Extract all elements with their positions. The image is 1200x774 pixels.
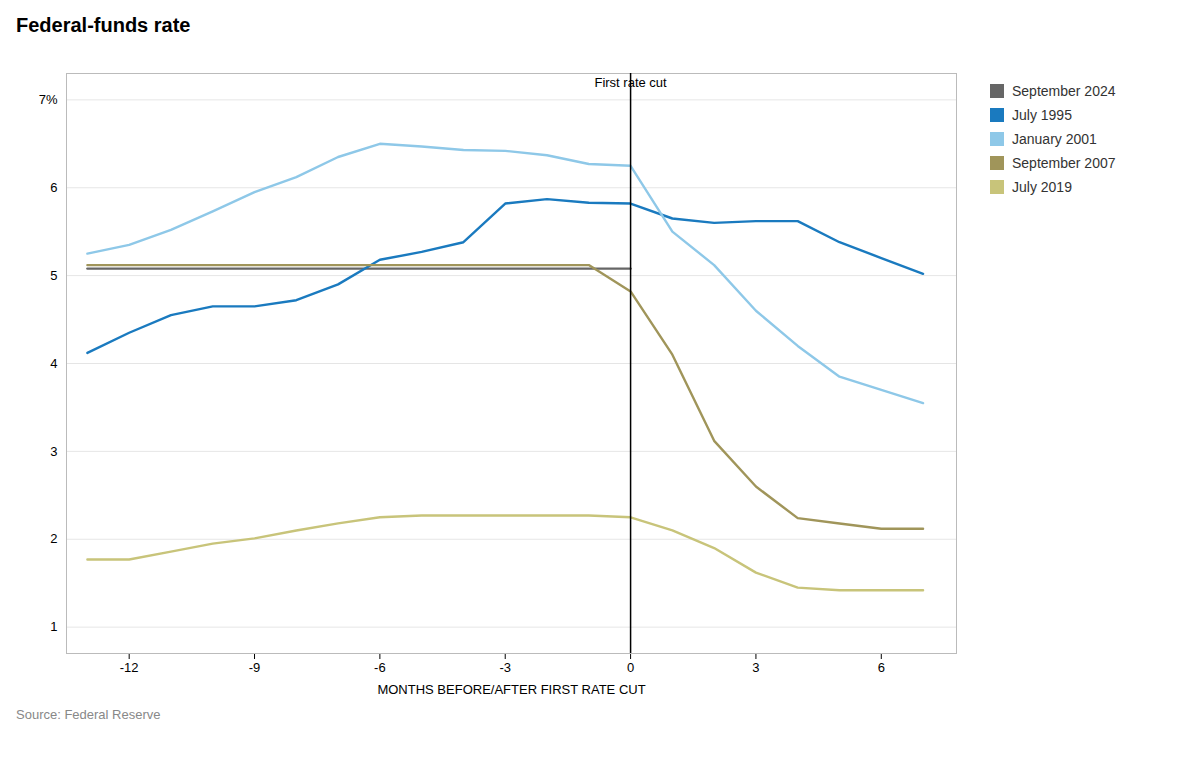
- svg-text:2: 2: [50, 531, 57, 546]
- html-text:Federal-funds rate: Federal-funds rate: [16, 14, 191, 36]
- svg-text:5: 5: [50, 268, 57, 283]
- svg-text:First rate cut: First rate cut: [594, 75, 667, 90]
- html-text:September 2024: September 2024: [1012, 83, 1116, 99]
- svg-text:-12: -12: [120, 660, 139, 675]
- svg-text:6: 6: [878, 660, 885, 675]
- svg-text:0: 0: [627, 660, 634, 675]
- svg-text:4: 4: [50, 356, 57, 371]
- html-text:September 2007: September 2007: [1012, 155, 1116, 171]
- svg-text:6: 6: [50, 180, 57, 195]
- html-text:January 2001: January 2001: [1012, 131, 1097, 147]
- svg-text:3: 3: [752, 660, 759, 675]
- html-text:July 2019: July 2019: [1012, 179, 1072, 195]
- svg-text:3: 3: [50, 444, 57, 459]
- svg-text:-3: -3: [499, 660, 511, 675]
- html-text:Source: Federal Reserve: Source: Federal Reserve: [16, 707, 161, 722]
- svg-text:7%: 7%: [39, 92, 58, 107]
- svg-text:1: 1: [50, 619, 57, 634]
- html-text:July 1995: July 1995: [1012, 107, 1072, 123]
- svg-text:MONTHS BEFORE/AFTER FIRST RATE: MONTHS BEFORE/AFTER FIRST RATE CUT: [377, 682, 645, 697]
- svg-text:-9: -9: [249, 660, 261, 675]
- svg-text:-6: -6: [374, 660, 386, 675]
